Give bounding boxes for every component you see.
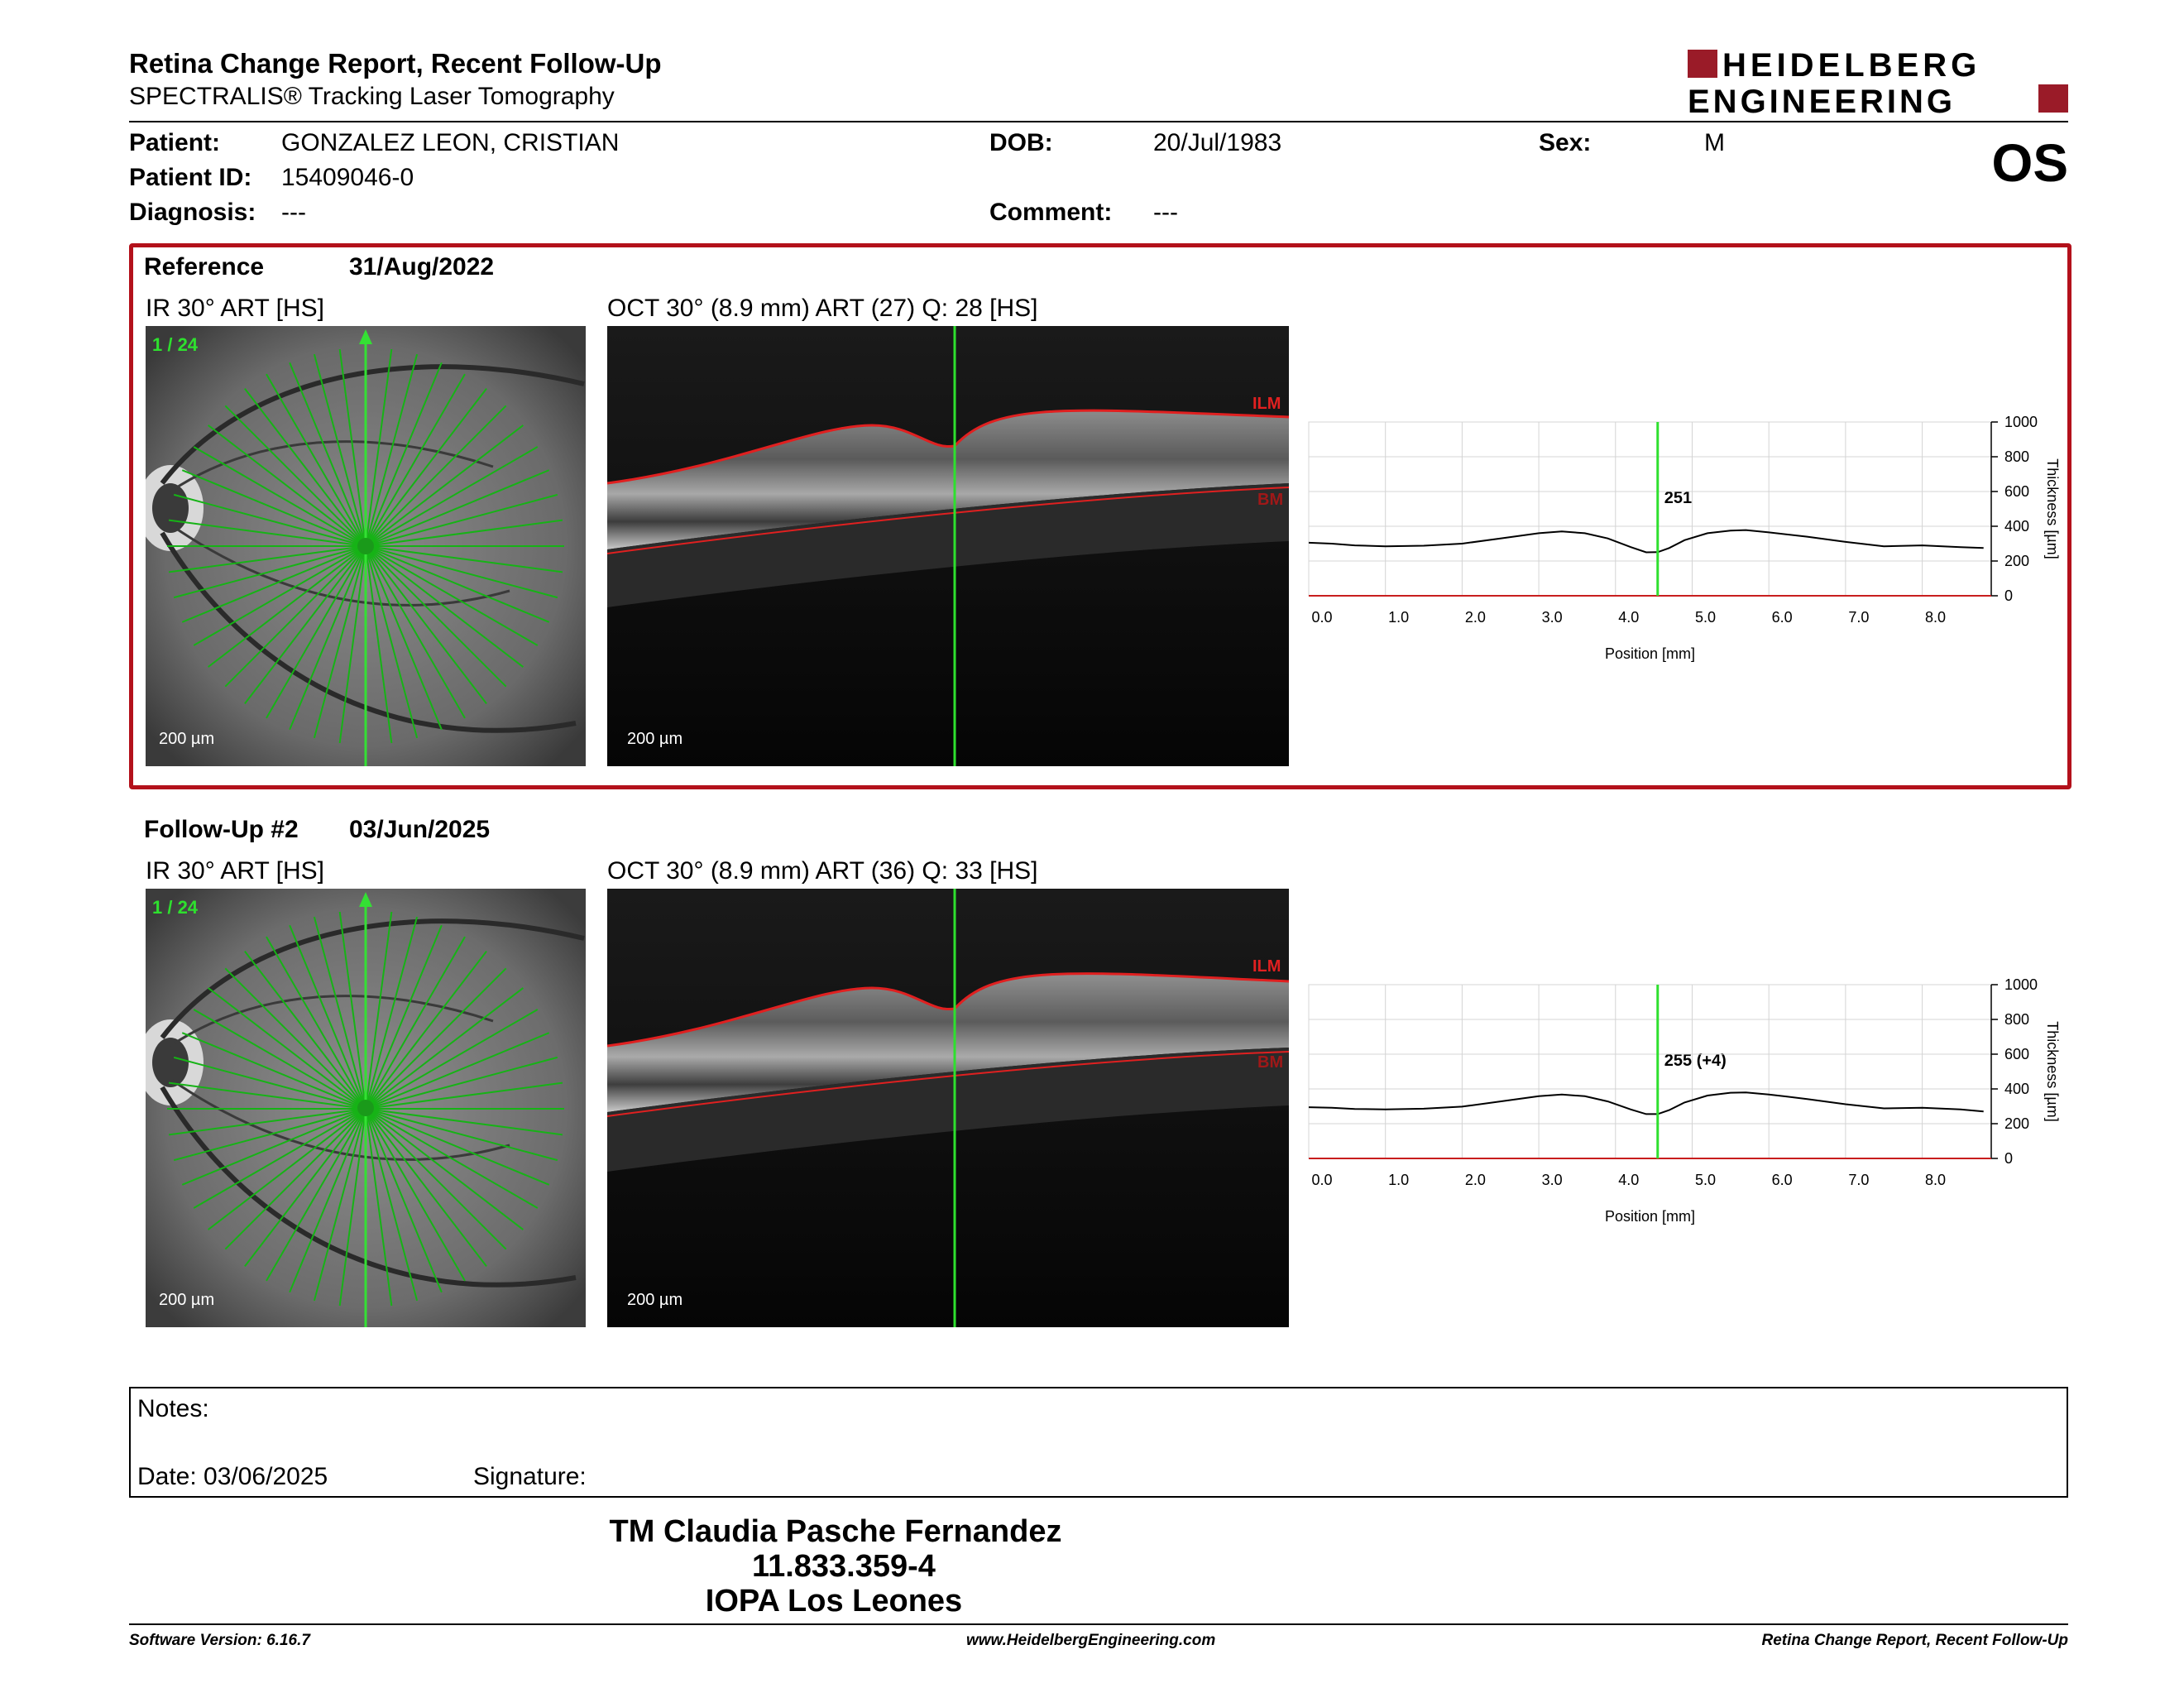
followup-y-tick-label: 600: [2004, 1046, 2029, 1062]
dob-label: DOB:: [989, 129, 1053, 156]
followup-thickness-line: [1308, 1091, 1984, 1115]
svg-text:BM: BM: [1257, 1053, 1283, 1072]
eye-laterality: OS: [1991, 133, 2068, 193]
followup-oct-image: ILM BM 200 µm: [607, 889, 1289, 1327]
followup-thickness-chart: 255 (+4) Position [mm] Thickness [µm] 0.…: [1308, 976, 2061, 1225]
svg-text:ENGINEERING: ENGINEERING: [1688, 84, 1956, 116]
reference-y-axis-label: Thickness [µm]: [2044, 458, 2061, 559]
reference-x-tick-label: 2.0: [1465, 609, 1486, 626]
followup-x-tick-label: 6.0: [1772, 1172, 1793, 1188]
svg-text:ILM: ILM: [1252, 957, 1281, 976]
reference-oct-scalebar: 200 µm: [627, 730, 683, 748]
signatory-id: 11.833.359-4: [752, 1549, 936, 1584]
followup-ir-scalebar: 200 µm: [159, 1291, 215, 1309]
followup-y-tick-label: 1000: [2004, 976, 2038, 993]
followup-y-tick-label: 200: [2004, 1115, 2029, 1132]
notes-date: Date: 03/06/2025: [137, 1463, 328, 1490]
followup-x-tick-label: 2.0: [1465, 1172, 1486, 1188]
reference-label: Reference: [144, 253, 265, 281]
reference-thickness-chart: 251 Position [mm] Thickness [µm] 0.0 1.0 2…: [1308, 414, 2061, 662]
reference-oct-title: OCT 30° (8.9 mm) ART (27) Q: 28 [HS]: [607, 295, 1038, 322]
reference-scan-index: 1 / 24: [152, 334, 199, 355]
header-divider: [129, 121, 2068, 122]
reference-ir-scalebar: 200 µm: [159, 730, 215, 748]
followup-x-tick-label: 4.0: [1618, 1172, 1639, 1188]
reference-x-tick-label: 8.0: [1925, 609, 1946, 626]
reference-y-tick-label: 1000: [2004, 414, 2038, 430]
patient-id-label: Patient ID:: [129, 164, 252, 191]
followup-y-tick-label: 400: [2004, 1081, 2029, 1097]
reference-frame: [129, 243, 2071, 789]
svg-text:ILM: ILM: [1252, 395, 1281, 413]
notes-box: Notes: Date: 03/06/2025 Signature:: [129, 1387, 2068, 1498]
reference-marker-value: 251: [1664, 489, 1692, 507]
signatory-org: IOPA Los Leones: [705, 1584, 963, 1618]
reference-x-tick-label: 1.0: [1388, 609, 1409, 626]
reference-y-tick-label: 200: [2004, 553, 2029, 569]
reference-x-tick-label: 3.0: [1542, 609, 1563, 626]
heidelberg-logo: HEIDELBERG ENGINEERING: [1688, 47, 2068, 116]
followup-ir-title: IR 30° ART [HS]: [146, 857, 324, 885]
reference-x-tick-label: 6.0: [1772, 609, 1793, 626]
svg-text:BM: BM: [1257, 491, 1283, 509]
signatory-name: TM Claudia Pasche Fernandez: [609, 1514, 1062, 1549]
followup-y-axis-label: Thickness [µm]: [2044, 1021, 2061, 1121]
followup-ir-image: 1 / 24 200 µm: [146, 889, 586, 1327]
footer-report-name: Retina Change Report, Recent Follow-Up: [1761, 1632, 2068, 1649]
followup-scan-index: 1 / 24: [152, 897, 199, 918]
dob-value: 20/Jul/1983: [1153, 129, 1282, 156]
reference-date: 31/Aug/2022: [349, 253, 495, 281]
reference-x-tick-label: 5.0: [1695, 609, 1716, 626]
followup-x-tick-label: 8.0: [1925, 1172, 1946, 1188]
followup-oct-scalebar: 200 µm: [627, 1291, 683, 1309]
svg-text:HEIDELBERG: HEIDELBERG: [1722, 47, 1980, 84]
reference-y-tick-label: 800: [2004, 448, 2029, 465]
followup-x-axis-label: Position [mm]: [1605, 1208, 1695, 1225]
reference-x-tick-label: 4.0: [1618, 609, 1639, 626]
followup-label: Follow-Up #2: [144, 816, 299, 843]
diagnosis-label: Diagnosis:: [129, 199, 256, 226]
reference-chart-grid: [1308, 421, 1998, 597]
reference-y-tick-label: 600: [2004, 483, 2029, 500]
sex-label: Sex:: [1539, 129, 1592, 156]
reference-y-tick-label: 400: [2004, 518, 2029, 535]
followup-oct-title: OCT 30° (8.9 mm) ART (36) Q: 33 [HS]: [607, 857, 1038, 885]
footer-software-version: Software Version: 6.16.7: [129, 1632, 310, 1649]
sex-value: M: [1704, 129, 1725, 156]
followup-x-tick-label: 7.0: [1848, 1172, 1869, 1188]
reference-thickness-line: [1308, 529, 1984, 554]
followup-x-tick-label: 5.0: [1695, 1172, 1716, 1188]
followup-y-tick-label: 800: [2004, 1011, 2029, 1028]
patient-id: 15409046-0: [281, 164, 414, 191]
report-subtitle: SPECTRALIS® Tracking Laser Tomography: [129, 83, 615, 110]
comment-value: ---: [1153, 199, 1178, 226]
followup-x-tick-label: 0.0: [1311, 1172, 1332, 1188]
patient-name: GONZALEZ LEON, CRISTIAN: [281, 129, 620, 156]
reference-x-tick-label: 0.0: [1311, 609, 1332, 626]
followup-x-tick-label: 3.0: [1542, 1172, 1563, 1188]
reference-oct-image: ILM BM 200 µm: [607, 326, 1289, 766]
notes-signature-label: Signature:: [473, 1463, 587, 1490]
comment-label: Comment:: [989, 199, 1113, 226]
reference-ir-title: IR 30° ART [HS]: [146, 295, 324, 322]
notes-label: Notes:: [137, 1395, 209, 1422]
patient-label: Patient:: [129, 129, 221, 156]
reference-y-tick-label: 0: [2004, 587, 2013, 604]
followup-marker-value: 255 (+4): [1664, 1052, 1727, 1070]
followup-y-tick-label: 0: [2004, 1150, 2013, 1167]
footer-divider: [129, 1623, 2068, 1625]
report-title: Retina Change Report, Recent Follow-Up: [129, 48, 662, 79]
followup-date: 03/Jun/2025: [349, 816, 491, 843]
followup-chart-grid: [1308, 984, 1998, 1159]
reference-ir-image: 1 / 24 200 µm: [146, 326, 586, 766]
followup-x-tick-label: 1.0: [1388, 1172, 1409, 1188]
diagnosis-value: ---: [281, 199, 306, 226]
reference-x-tick-label: 7.0: [1848, 609, 1869, 626]
footer-website: www.HeidelbergEngineering.com: [966, 1632, 1216, 1649]
reference-x-axis-label: Position [mm]: [1605, 645, 1695, 662]
